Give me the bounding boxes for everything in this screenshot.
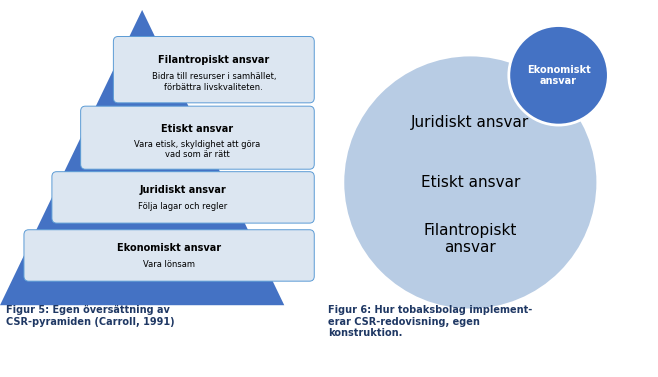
Text: Ekonomiskt ansvar: Ekonomiskt ansvar bbox=[117, 244, 221, 253]
Text: Etiskt ansvar: Etiskt ansvar bbox=[420, 175, 520, 190]
Text: Bidra till resurser i samhället,
förbättra livskvaliteten.: Bidra till resurser i samhället, förbätt… bbox=[151, 72, 276, 92]
FancyBboxPatch shape bbox=[113, 37, 315, 103]
FancyBboxPatch shape bbox=[81, 106, 315, 169]
Text: Etiskt ansvar: Etiskt ansvar bbox=[161, 124, 234, 134]
Circle shape bbox=[344, 57, 596, 308]
Text: Juridiskt ansvar: Juridiskt ansvar bbox=[411, 115, 530, 130]
Text: Figur 6: Hur tobaksbolag implement-
erar CSR-redovisning, egen
konstruktion.: Figur 6: Hur tobaksbolag implement- erar… bbox=[328, 305, 532, 339]
Text: Figur 5: Egen översättning av
CSR-pyramiden (Carroll, 1991): Figur 5: Egen översättning av CSR-pyrami… bbox=[7, 305, 175, 327]
Text: Vara etisk, skyldighet att göra
vad som är rätt: Vara etisk, skyldighet att göra vad som … bbox=[134, 139, 261, 159]
Text: Vara lönsam: Vara lönsam bbox=[143, 260, 195, 269]
Text: Filantropiskt ansvar: Filantropiskt ansvar bbox=[158, 55, 269, 65]
FancyBboxPatch shape bbox=[52, 172, 315, 223]
Text: Juridiskt ansvar: Juridiskt ansvar bbox=[139, 185, 226, 195]
Polygon shape bbox=[0, 10, 284, 305]
Text: Filantropiskt
ansvar: Filantropiskt ansvar bbox=[424, 223, 517, 255]
Text: Ekonomiskt
ansvar: Ekonomiskt ansvar bbox=[526, 64, 590, 86]
Text: Följa lagar och regler: Följa lagar och regler bbox=[138, 202, 228, 211]
FancyBboxPatch shape bbox=[24, 230, 315, 281]
Circle shape bbox=[509, 26, 609, 125]
